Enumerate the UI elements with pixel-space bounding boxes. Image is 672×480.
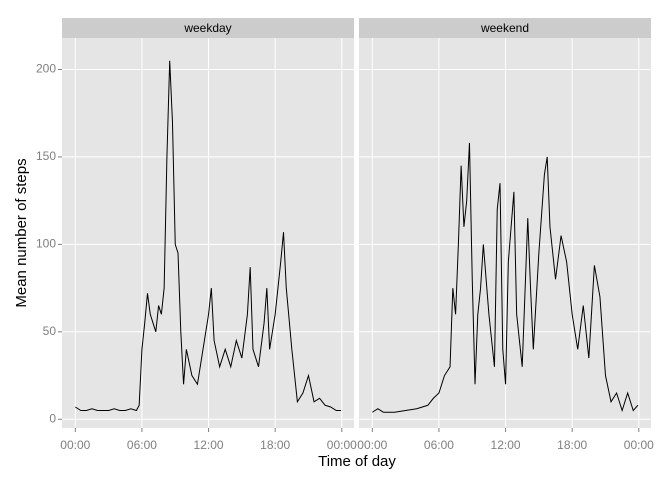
x-tick-label: 00:00 — [327, 438, 357, 452]
x-tick-label: 06:00 — [424, 438, 454, 452]
panel — [359, 38, 651, 428]
strip-title: weekend — [480, 21, 529, 35]
x-axis-title: Time of day — [318, 453, 396, 470]
panel — [62, 38, 354, 428]
x-tick-label: 12:00 — [194, 438, 224, 452]
y-tick-label: 50 — [43, 324, 57, 338]
x-tick-label: 18:00 — [260, 438, 290, 452]
strip — [359, 18, 651, 38]
x-tick-label: 00:00 — [60, 438, 90, 452]
y-tick-label: 200 — [36, 62, 56, 76]
y-tick-label: 150 — [36, 149, 56, 163]
line — [372, 142, 639, 413]
x-tick-label: 00:00 — [624, 438, 654, 452]
x-tick-label: 18:00 — [557, 438, 587, 452]
strip — [62, 18, 354, 38]
line — [75, 60, 341, 412]
strip-title: weekday — [183, 21, 231, 35]
x-tick-label: 00:00 — [357, 438, 387, 452]
y-tick-label: 0 — [49, 411, 56, 425]
x-tick-label: 06:00 — [127, 438, 157, 452]
y-tick-label: 100 — [36, 237, 56, 251]
x-tick-label: 12:00 — [491, 438, 521, 452]
y-axis-title: Mean number of steps — [13, 158, 30, 307]
